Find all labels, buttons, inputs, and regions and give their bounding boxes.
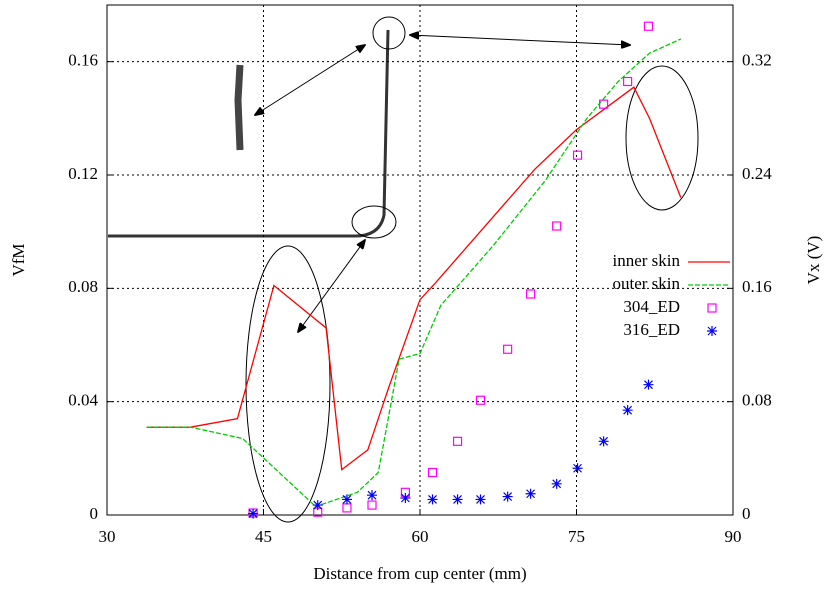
y-tick-label: 0 <box>90 504 99 523</box>
legend-label: outer skin <box>612 274 680 293</box>
ellipse <box>351 205 397 239</box>
ellipse <box>245 245 331 523</box>
data-point <box>552 221 562 231</box>
data-point <box>400 493 411 503</box>
legend-marker <box>707 326 717 336</box>
ellipse <box>625 65 699 211</box>
x-tick-label: 45 <box>255 527 272 546</box>
data-point <box>248 508 259 519</box>
inset-trace <box>234 64 244 151</box>
data-point <box>525 289 536 299</box>
y2-tick-label: 0 <box>742 504 751 523</box>
data-point <box>503 344 513 354</box>
x-tick-label: 30 <box>99 527 116 546</box>
x-axis-label: Distance from cup center (mm) <box>313 564 526 583</box>
y-axis-label: VfM <box>9 243 28 276</box>
data-point <box>342 503 352 513</box>
data-point <box>525 488 536 499</box>
y2-tick-label: 0.08 <box>742 391 772 410</box>
data-point <box>341 494 352 505</box>
arrow <box>298 240 365 332</box>
x-tick-label: 60 <box>412 527 429 546</box>
ellipse <box>372 16 406 50</box>
arrow <box>410 35 630 45</box>
data-point <box>367 500 377 510</box>
data-point <box>623 76 633 87</box>
y2-tick-label: 0.24 <box>742 164 772 183</box>
y-tick-label: 0.08 <box>68 277 98 296</box>
data-point <box>572 150 583 160</box>
series-line <box>146 38 682 508</box>
inset-curve <box>108 29 390 238</box>
y-tick-label: 0.04 <box>68 391 98 410</box>
y2-tick-label: 0.16 <box>742 277 772 296</box>
data-point <box>643 379 654 390</box>
legend-marker <box>707 303 717 313</box>
series-line <box>146 86 682 471</box>
y2-tick-label: 0.32 <box>742 51 772 70</box>
data-point <box>427 494 438 505</box>
annotations <box>108 16 699 523</box>
data-point <box>475 395 486 405</box>
data-point <box>643 21 654 31</box>
data-point <box>312 500 323 511</box>
data-point <box>599 99 609 109</box>
data-point <box>367 490 378 501</box>
legend-label: 304_ED <box>623 297 680 316</box>
y-tick-label: 0.12 <box>68 164 98 183</box>
arrow <box>255 45 365 115</box>
data-point <box>452 436 463 446</box>
legend-label: inner skin <box>612 251 680 270</box>
data-point <box>475 494 486 505</box>
y-tick-label: 0.16 <box>68 51 98 70</box>
data-point <box>622 405 633 416</box>
data-point <box>598 436 609 447</box>
y2-axis-label: Vx (V) <box>804 236 823 285</box>
legend-label: 316_ED <box>623 320 680 339</box>
data-point <box>452 494 463 505</box>
x-tick-label: 90 <box>725 527 742 546</box>
data-point <box>502 491 513 502</box>
data-point <box>427 467 438 478</box>
data-point <box>572 463 583 474</box>
x-tick-label: 75 <box>568 527 585 546</box>
data-point <box>551 478 562 489</box>
